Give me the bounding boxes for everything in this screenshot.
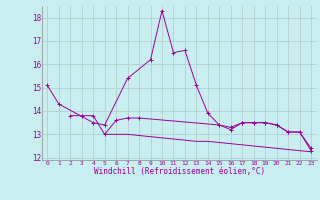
X-axis label: Windchill (Refroidissement éolien,°C): Windchill (Refroidissement éolien,°C) — [94, 167, 265, 176]
